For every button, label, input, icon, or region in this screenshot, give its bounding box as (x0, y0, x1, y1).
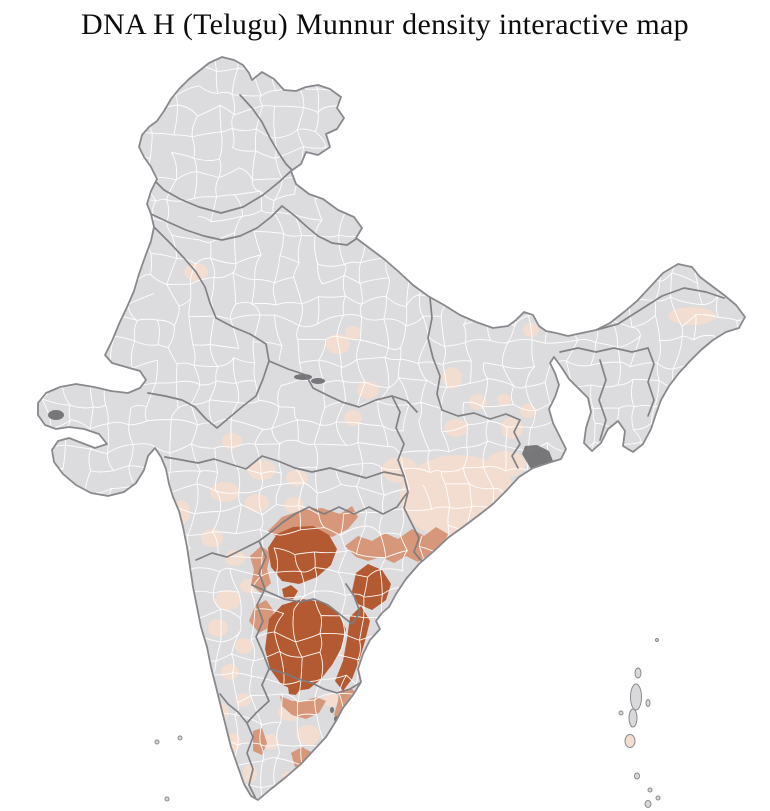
telangana-core[interactable] (268, 526, 337, 584)
nicobar-island-2[interactable] (647, 787, 653, 793)
south-chhattisgarh[interactable] (382, 457, 418, 483)
central-madhya-pradesh[interactable] (222, 433, 242, 449)
west-bengal-2[interactable] (520, 404, 536, 418)
hyderabad-district[interactable] (282, 585, 298, 599)
diu-coast-strip (156, 528, 162, 544)
river-feature-2 (311, 378, 325, 384)
tamilnadu-6[interactable] (323, 693, 339, 707)
andaman-island-3[interactable] (628, 708, 638, 728)
map-title: DNA H (Telugu) Munnur density interactiv… (81, 8, 689, 41)
nicobar-island-3[interactable] (644, 800, 652, 808)
jharkhand-1[interactable] (444, 419, 468, 437)
islands-group[interactable] (154, 638, 661, 808)
lakshadweep-island-3 (164, 796, 170, 802)
kutch-marsh (48, 410, 64, 420)
bihar-3[interactable] (497, 394, 511, 406)
marathwada-2[interactable] (245, 494, 269, 512)
south-maharashtra-2[interactable] (225, 550, 245, 566)
west-uttar-pradesh-2[interactable] (345, 326, 361, 340)
river-feature-1 (294, 374, 312, 380)
tamilnadu-3[interactable] (312, 753, 332, 771)
north-karnataka-3[interactable] (208, 619, 228, 637)
andaman-middle-island[interactable] (624, 734, 636, 748)
india-outline (37, 56, 746, 801)
north-karnataka-1[interactable] (215, 590, 241, 610)
andaman-island-5[interactable] (618, 710, 624, 716)
india-landmass[interactable] (38, 57, 745, 800)
tamilnadu-2[interactable] (296, 725, 320, 745)
state-borders (138, 94, 725, 798)
marathwada-1[interactable] (210, 482, 240, 502)
andaman-island-2[interactable] (630, 683, 642, 711)
vidarbha-2[interactable] (286, 470, 308, 486)
lakshadweep-island-1 (154, 739, 160, 745)
lakshadweep-island-2 (177, 735, 183, 741)
guntur-nellore-block[interactable] (265, 599, 346, 691)
andaman-island-4[interactable] (645, 699, 651, 707)
island-dot-northeast (655, 638, 659, 642)
nicobar-island-1[interactable] (634, 772, 640, 780)
vidarbha-1[interactable] (248, 460, 276, 480)
arunachal-east[interactable] (668, 307, 716, 325)
nellore-coastal-strip[interactable] (335, 606, 370, 691)
south-karnataka-1[interactable] (221, 664, 239, 680)
andaman-island-1[interactable] (634, 667, 642, 679)
nicobar-island-4[interactable] (655, 795, 661, 801)
interior-tamilnadu-district[interactable] (288, 682, 301, 695)
bihar-1[interactable] (442, 367, 462, 389)
south-uttar-pradesh-2[interactable] (344, 410, 362, 426)
north-karnataka-4[interactable] (235, 638, 253, 654)
coast-dot-1 (330, 707, 334, 713)
